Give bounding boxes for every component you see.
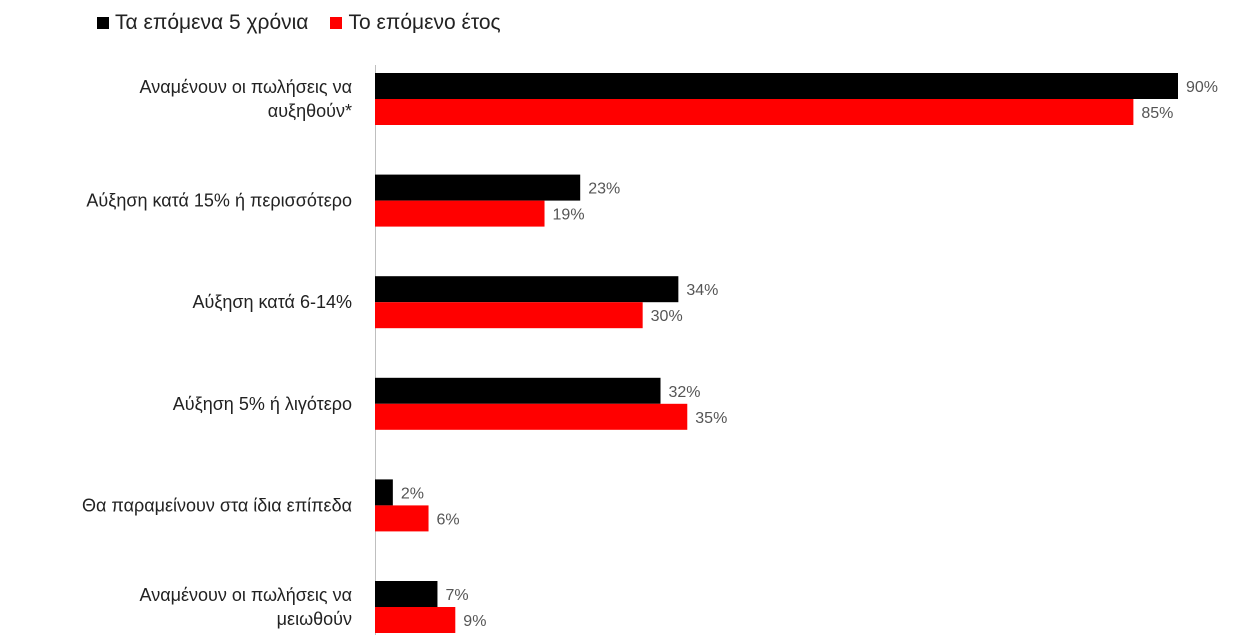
legend-swatch-0	[97, 17, 109, 29]
value-label-0-3: 32%	[669, 384, 701, 401]
bar-next-year-3	[375, 403, 688, 430]
category-label-4: Θα παραμείνουν στα ίδια επίπεδα	[82, 495, 352, 515]
value-label-1-2: 30%	[651, 308, 683, 325]
category-label-line: μειωθούν	[277, 609, 352, 629]
bar-five-years-5	[375, 581, 438, 607]
value-label-0-5: 7%	[445, 587, 468, 604]
value-label-1-3: 35%	[695, 410, 727, 427]
category-label-0: Αναμένουν οι πωλήσεις να αυξηθούν*	[140, 77, 352, 121]
bar-next-year-0	[375, 99, 1134, 125]
category-label-5: Αναμένουν οι πωλήσεις να μειωθούν	[140, 585, 352, 629]
category-label-1: Αύξηση κατά 15% ή περισσότερο	[86, 191, 352, 211]
category-label-3: Αύξηση 5% ή λιγότερο	[173, 394, 352, 414]
bar-next-year-5	[375, 607, 456, 633]
bar-five-years-3	[375, 377, 661, 404]
value-label-1-5: 9%	[463, 613, 486, 630]
value-label-0-2: 34%	[686, 282, 718, 299]
value-label-1-4: 6%	[437, 511, 460, 528]
legend-item-1: Το επόμενο έτος	[330, 11, 501, 35]
category-label-line: Αύξηση 5% ή λιγότερο	[173, 394, 352, 414]
legend-label-1: Το επόμενο έτος	[348, 11, 501, 34]
value-label-1-0: 85%	[1141, 105, 1173, 122]
bar-five-years-0	[375, 73, 1178, 99]
bar-next-year-4	[375, 505, 429, 532]
category-label-line: Αύξηση κατά 6-14%	[192, 292, 352, 312]
category-label-line: Θα παραμείνουν στα ίδια επίπεδα	[82, 495, 352, 515]
bar-five-years-1	[375, 174, 581, 201]
bar-five-years-2	[375, 276, 679, 303]
legend-item-0: Τα επόμενα 5 χρόνια	[97, 11, 308, 35]
value-label-0-4: 2%	[401, 485, 424, 502]
legend-label-0: Τα επόμενα 5 χρόνια	[115, 11, 309, 34]
category-label-line: Αναμένουν οι πωλήσεις να	[140, 585, 352, 605]
value-label-0-0: 90%	[1186, 79, 1218, 96]
value-label-0-1: 23%	[588, 181, 620, 198]
category-label-2: Αύξηση κατά 6-14%	[192, 292, 352, 312]
category-label-line: Αύξηση κατά 15% ή περισσότερο	[86, 191, 352, 211]
bar-next-year-2	[375, 302, 643, 329]
category-label-line: Αναμένουν οι πωλήσεις να	[140, 77, 352, 97]
bar-five-years-4	[375, 479, 393, 506]
chart-legend: Τα επόμενα 5 χρόνια Το επόμενο έτος	[97, 10, 501, 36]
category-label-line: αυξηθούν*	[268, 101, 352, 121]
value-label-1-1: 19%	[553, 207, 585, 224]
bar-next-year-1	[375, 200, 545, 227]
legend-swatch-1	[330, 17, 343, 29]
